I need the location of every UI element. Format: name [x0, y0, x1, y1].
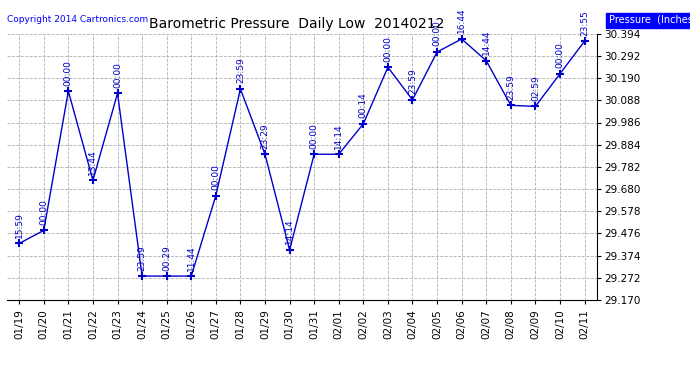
- Text: Pressure  (Inches/Hg): Pressure (Inches/Hg): [609, 15, 690, 25]
- Text: 23:59: 23:59: [506, 74, 515, 100]
- Text: 11:44: 11:44: [187, 245, 196, 270]
- Text: 00:00: 00:00: [433, 21, 442, 46]
- Text: 00:00: 00:00: [384, 36, 393, 62]
- Text: 14:14: 14:14: [285, 219, 294, 245]
- Text: 23:55: 23:55: [580, 10, 589, 36]
- Text: 00:00: 00:00: [64, 60, 73, 86]
- Text: 00:00: 00:00: [39, 199, 48, 225]
- Text: 23:29: 23:29: [261, 123, 270, 149]
- Text: 15:59: 15:59: [14, 212, 23, 238]
- Text: 00:00: 00:00: [310, 123, 319, 149]
- Text: 00:14: 00:14: [359, 93, 368, 118]
- Text: 02:59: 02:59: [531, 75, 540, 101]
- Text: 00:00: 00:00: [113, 62, 122, 88]
- Text: 23:59: 23:59: [236, 58, 245, 84]
- Text: 14:14: 14:14: [334, 123, 343, 149]
- Text: 00:00: 00:00: [555, 42, 564, 68]
- Text: 23:59: 23:59: [408, 69, 417, 94]
- Text: 23:59: 23:59: [137, 245, 146, 270]
- Text: 00:29: 00:29: [162, 245, 171, 270]
- Text: 16:44: 16:44: [457, 8, 466, 33]
- Text: 14:44: 14:44: [482, 30, 491, 55]
- Text: 13:44: 13:44: [88, 149, 97, 175]
- Text: Barometric Pressure  Daily Low  20140212: Barometric Pressure Daily Low 20140212: [149, 17, 444, 31]
- Text: 00:00: 00:00: [211, 164, 220, 190]
- Text: Copyright 2014 Cartronics.com: Copyright 2014 Cartronics.com: [7, 15, 148, 24]
